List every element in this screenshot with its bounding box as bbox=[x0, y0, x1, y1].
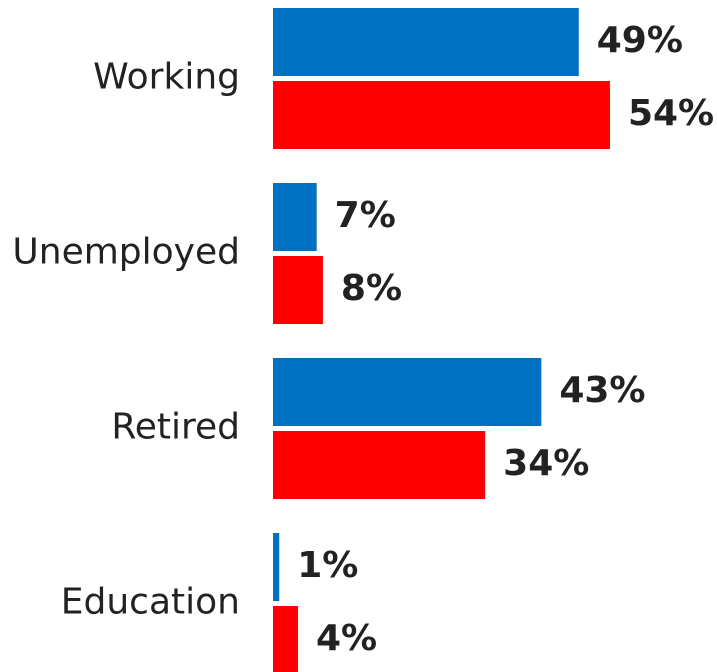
bar-series-2-0 bbox=[273, 81, 610, 149]
bars-layer bbox=[273, 8, 610, 672]
bar-series-2-3 bbox=[273, 606, 298, 672]
bar-series-1-2 bbox=[273, 358, 542, 426]
bar-series-1-0 bbox=[273, 8, 579, 76]
data-label-series-2-2: 34% bbox=[503, 443, 589, 484]
labels-layer: Working 49% 54% Unemployed 7% 8% Retired 43% 34%… bbox=[12, 20, 714, 659]
data-label-series-1-1: 7% bbox=[335, 195, 396, 236]
bar-series-2-2 bbox=[273, 431, 486, 499]
bar-series-1-3 bbox=[273, 533, 280, 601]
category-label-2: Retired bbox=[111, 407, 240, 448]
data-label-series-2-1: 8% bbox=[341, 268, 402, 309]
data-label-series-2-0: 54% bbox=[628, 93, 714, 134]
category-label-3: Education bbox=[61, 582, 240, 623]
category-label-1: Unemployed bbox=[12, 232, 240, 273]
category-label-0: Working bbox=[93, 57, 240, 98]
data-label-series-1-2: 43% bbox=[559, 370, 645, 411]
data-label-series-1-0: 49% bbox=[597, 20, 683, 61]
bar-series-1-1 bbox=[273, 183, 317, 251]
bar-series-2-1 bbox=[273, 256, 323, 324]
data-label-series-2-3: 4% bbox=[316, 618, 377, 659]
data-label-series-1-3: 1% bbox=[297, 545, 358, 586]
